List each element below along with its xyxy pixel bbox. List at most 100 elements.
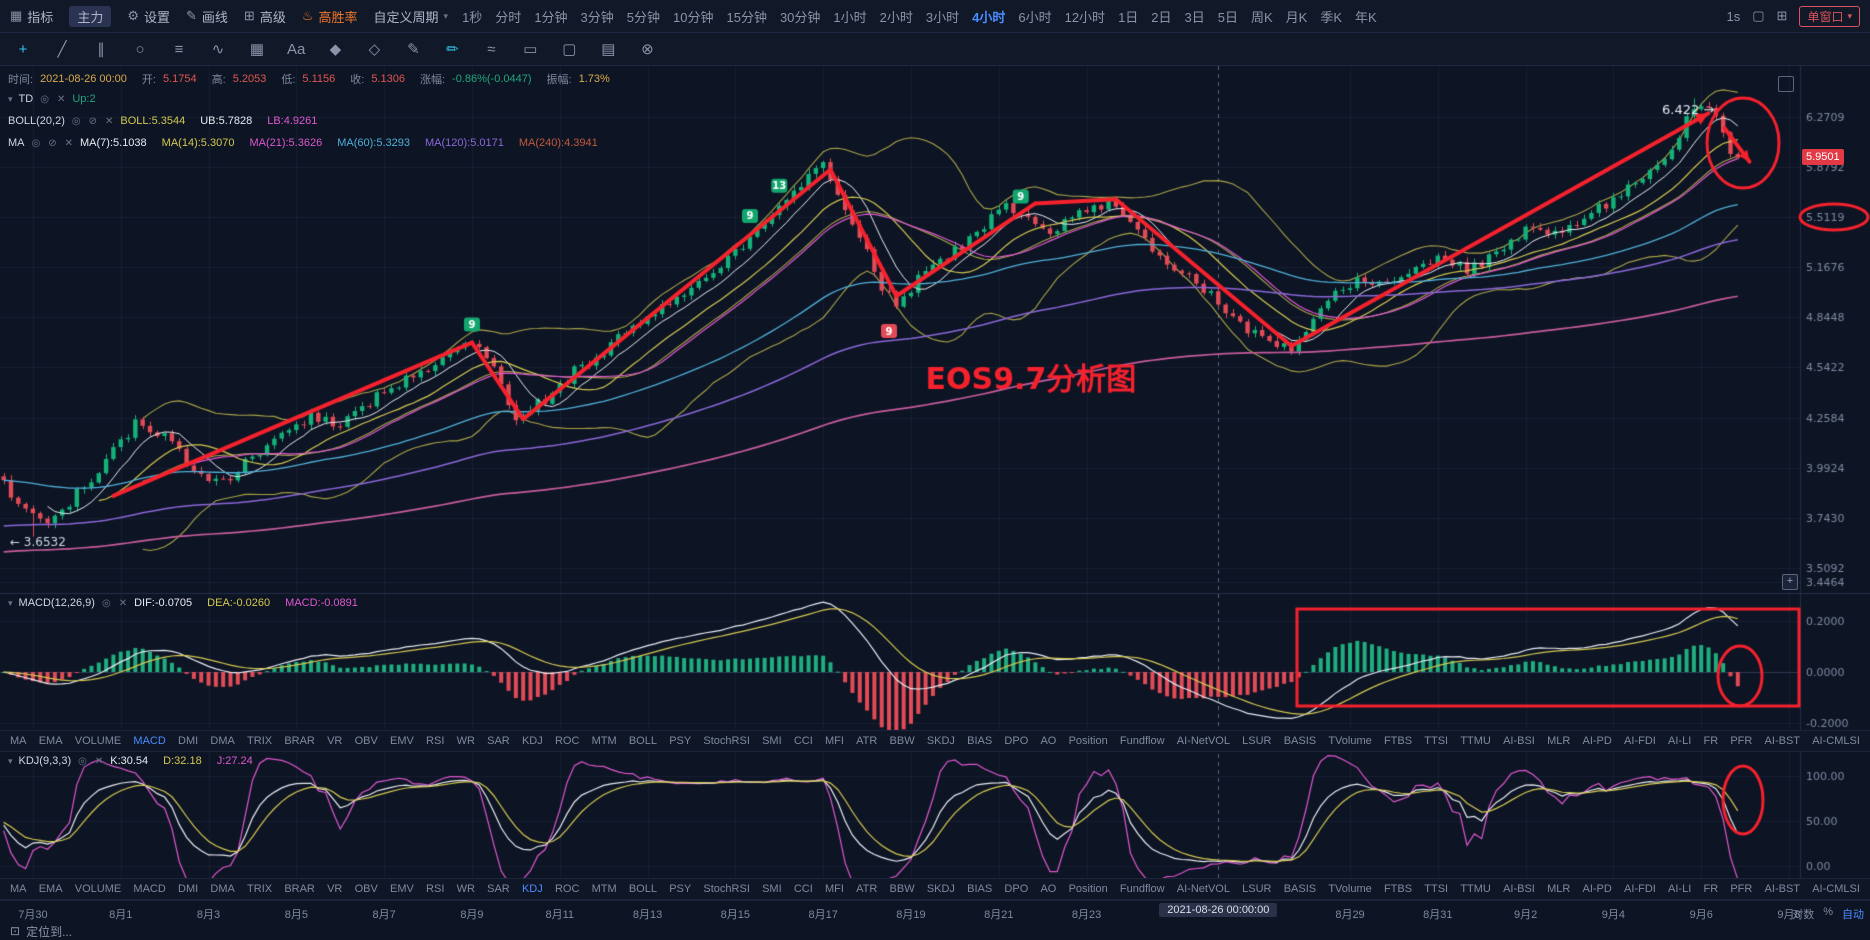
indicator-tab-AO[interactable]: AO (1040, 883, 1057, 895)
indicator-tab-CCI[interactable]: CCI (793, 735, 813, 747)
add-pane-button[interactable]: + (1782, 574, 1798, 590)
indicator-tab-TRIX[interactable]: TRIX (247, 883, 273, 895)
indicator-tab-WR[interactable]: WR (456, 883, 475, 895)
settings-icon[interactable]: ◎ (31, 137, 41, 149)
indicator-tab-KDJ[interactable]: KDJ (521, 735, 543, 747)
indicator-tab-SKDJ[interactable]: SKDJ (926, 883, 955, 895)
indicator-tab-FR[interactable]: FR (1703, 883, 1719, 895)
indicator-tab-AO[interactable]: AO (1040, 735, 1057, 747)
chart-canvas[interactable] (0, 66, 1870, 900)
date-axis[interactable]: 7月30 8月1 8月3 8月5 8月7 8月9 8月11 8月13 8月15 8月17 8月19 8… (0, 900, 1870, 923)
indicator-tab-BBW[interactable]: BBW (889, 735, 915, 747)
timeframe-6小时[interactable]: 6小时 (1018, 9, 1052, 25)
rect-tool[interactable]: ▢ (562, 41, 577, 58)
indicator-tab-SAR[interactable]: SAR (487, 883, 510, 895)
indicator-tab-EMV[interactable]: EMV (390, 735, 414, 747)
indicator-tab-Fundflow[interactable]: Fundflow (1119, 735, 1165, 747)
indicator-tab-DMI[interactable]: DMI (178, 735, 199, 747)
indicator-tab-FR[interactable]: FR (1703, 735, 1719, 747)
delete-tool[interactable]: ⊗ (641, 41, 654, 58)
wave-tool[interactable]: ∿ (211, 41, 225, 58)
indicator-tab-TTSI[interactable]: TTSI (1424, 735, 1449, 747)
indicator-tab-ATR[interactable]: ATR (856, 735, 878, 747)
position-box-tool[interactable]: ▭ (523, 41, 538, 58)
indicator-tab-AI-CMLSI[interactable]: AI-CMLSI (1812, 883, 1860, 895)
indicator-tab-Fundflow[interactable]: Fundflow (1119, 883, 1165, 895)
settings-icon[interactable]: ◎ (78, 755, 87, 767)
indicator-tab-TTMU[interactable]: TTMU (1460, 735, 1491, 747)
indicator-tab-AI-NetVOL[interactable]: AI-NetVOL (1176, 735, 1230, 747)
timeframe-10分钟[interactable]: 10分钟 (673, 9, 714, 25)
indicator-tab-VOLUME[interactable]: VOLUME (74, 735, 122, 747)
axis-option-%[interactable]: % (1823, 906, 1833, 918)
indicator-tab-StochRSI[interactable]: StochRSI (703, 883, 750, 895)
indicator-tab-SMI[interactable]: SMI (762, 735, 782, 747)
indicator-tab-StochRSI[interactable]: StochRSI (703, 735, 750, 747)
indicator-tab-MFI[interactable]: MFI (825, 735, 844, 747)
maximize-pane-icon[interactable] (1778, 76, 1794, 92)
axis-option-对数[interactable]: 对数 (1792, 909, 1815, 921)
indicator-tab-AI-PD[interactable]: AI-PD (1582, 883, 1612, 895)
indicator-tab-BRAR[interactable]: BRAR (284, 883, 315, 895)
indicator-tab-FTBS[interactable]: FTBS (1383, 735, 1413, 747)
indicator-tab-BOLL[interactable]: BOLL (628, 883, 657, 895)
indicator-tab-Position[interactable]: Position (1068, 883, 1108, 895)
toolbar-button-indicators[interactable]: ▦ 指标 (10, 7, 53, 26)
indicator-tab-PFR[interactable]: PFR (1730, 883, 1753, 895)
timeframe-3小时[interactable]: 3小时 (925, 9, 960, 25)
indicator-tab-VR[interactable]: VR (327, 735, 343, 747)
timeframe-3分钟[interactable]: 3分钟 (580, 9, 614, 25)
indicator-tab-KDJ[interactable]: KDJ (521, 883, 543, 895)
toolbar-button-advanced[interactable]: ⊞ 高级 (244, 7, 286, 26)
indicator-tab-TTSI[interactable]: TTSI (1424, 883, 1449, 895)
indicator-tab-ROC[interactable]: ROC (554, 735, 580, 747)
indicator-tab-OBV[interactable]: OBV (354, 735, 378, 747)
indicator-tab-AI-BST[interactable]: AI-BST (1764, 735, 1800, 747)
window-mode-dropdown[interactable]: 单窗口 ▾ (1799, 5, 1860, 27)
indicator-tab-PSY[interactable]: PSY (669, 883, 692, 895)
indicator-tab-AI-CMLSI[interactable]: AI-CMLSI (1812, 735, 1860, 747)
indicator-tab-FTBS[interactable]: FTBS (1383, 883, 1413, 895)
indicator-tab-MA[interactable]: MA (10, 735, 27, 747)
timeframe-1日[interactable]: 1日 (1118, 9, 1139, 25)
ellipse-tool[interactable]: ○ (135, 40, 145, 58)
indicator-tab-BIAS[interactable]: BIAS (967, 883, 993, 895)
timeframe-30分钟[interactable]: 30分钟 (779, 9, 821, 25)
indicator-tab-DMA[interactable]: DMA (210, 735, 235, 747)
toolbar-button-custom-period[interactable]: 自定义周期 ▾ (374, 7, 449, 26)
indicator-tab-BIAS[interactable]: BIAS (967, 735, 993, 747)
indicator-tab-AI-BSI[interactable]: AI-BSI (1503, 883, 1535, 895)
indicator-tab-AI-FDI[interactable]: AI-FDI (1624, 883, 1656, 895)
indicator-tab-MA[interactable]: MA (10, 883, 27, 895)
fullscreen-icon[interactable]: ▢ (1752, 8, 1765, 23)
timeframe-15分钟[interactable]: 15分钟 (726, 9, 767, 25)
shape-tool[interactable]: ◇ (368, 41, 381, 58)
indicator-tab-AI-LI[interactable]: AI-LI (1668, 883, 1692, 895)
indicator-tab-DMA[interactable]: DMA (210, 883, 235, 895)
indicator-tab-LSUR[interactable]: LSUR (1242, 735, 1272, 747)
indicator-tab-AI-NetVOL[interactable]: AI-NetVOL (1176, 883, 1230, 895)
pen-tool[interactable]: ✎ (407, 41, 420, 58)
close-icon[interactable]: ✕ (105, 115, 114, 127)
indicator-tab-VR[interactable]: VR (327, 883, 343, 895)
close-icon[interactable]: ✕ (64, 137, 74, 149)
indicator-tab-AI-BSI[interactable]: AI-BSI (1503, 735, 1535, 747)
indicator-tab-EMA[interactable]: EMA (38, 735, 63, 747)
indicator-tab-OBV[interactable]: OBV (354, 883, 378, 895)
timeframe-2日[interactable]: 2日 (1151, 9, 1172, 25)
indicator-tab-MTM[interactable]: MTM (591, 883, 617, 895)
indicator-tab-BBW[interactable]: BBW (889, 883, 915, 895)
indicator-tab-EMA[interactable]: EMA (38, 883, 63, 895)
timeframe-季K[interactable]: 季K (1320, 9, 1343, 25)
note-tool[interactable]: ▤ (601, 41, 616, 58)
indicator-tab-TRIX[interactable]: TRIX (247, 735, 273, 747)
indicator-tab-BASIS[interactable]: BASIS (1283, 883, 1317, 895)
timeframe-1秒[interactable]: 1秒 (462, 9, 483, 25)
hide-icon[interactable]: ⊘ (88, 115, 97, 127)
axis-option-自动[interactable]: 自动 (1842, 909, 1864, 921)
indicator-tab-SAR[interactable]: SAR (487, 735, 510, 747)
trend-line-tool[interactable]: ╱ (57, 41, 67, 58)
crosshair-tool[interactable]: + (18, 40, 28, 58)
timeframe-3日[interactable]: 3日 (1184, 9, 1205, 25)
timeframe-年K[interactable]: 年K (1355, 9, 1377, 25)
